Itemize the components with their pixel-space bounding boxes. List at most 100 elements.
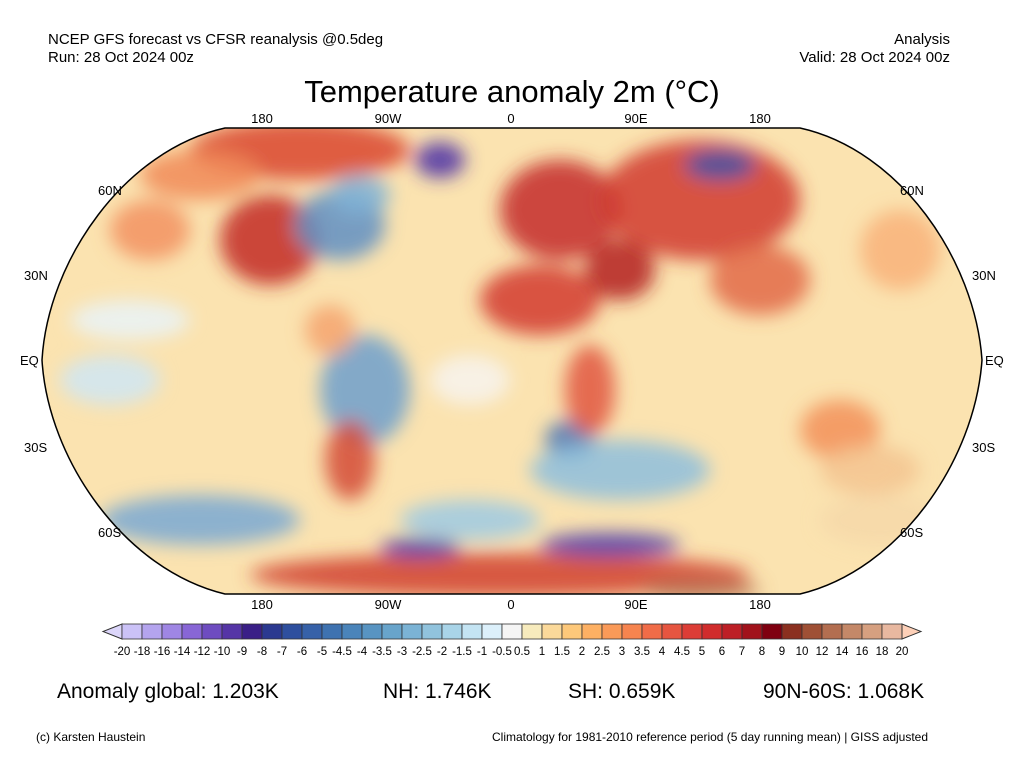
colorbar-tick-label: -9	[236, 646, 248, 658]
lon-label-top: 180	[251, 111, 273, 126]
colorbar-swatch	[721, 623, 743, 640]
colorbar-swatch	[641, 623, 663, 640]
anomaly-region	[500, 160, 620, 260]
colorbar-swatch	[321, 623, 343, 640]
colorbar-tick-label: 0.5	[514, 646, 530, 658]
lon-label-bottom: 90E	[624, 597, 648, 612]
anomaly-region	[860, 210, 940, 290]
colorbar-swatch	[781, 623, 803, 640]
anomaly-region	[430, 355, 510, 405]
lat-label-right: 30S	[972, 440, 996, 455]
colorbar-swatch	[461, 623, 483, 640]
colorbar-tick-label: -16	[153, 646, 171, 658]
lat-label-right: 60N	[900, 183, 924, 198]
lon-label-bottom: 180	[251, 597, 273, 612]
colorbar-tick-label: -1.5	[452, 646, 472, 658]
map-title: Temperature anomaly 2m (°C)	[304, 74, 720, 109]
credit: (c) Karsten Haustein	[36, 730, 146, 744]
colorbar-tick-label: 2	[578, 646, 586, 658]
lat-label-right: 30N	[972, 268, 996, 283]
map-field	[42, 128, 982, 594]
anomaly-region	[60, 355, 160, 405]
colorbar-tick-label: -4.5	[332, 646, 352, 658]
colorbar-swatch	[301, 623, 323, 640]
colorbar-swatch	[201, 623, 223, 640]
colorbar-swatch	[601, 623, 623, 640]
colorbar-tick-label: 14	[835, 646, 849, 658]
colorbar-swatch	[661, 623, 683, 640]
anomaly-region	[305, 305, 355, 355]
colorbar-swatch	[501, 623, 523, 640]
colorbar-tick-label: 12	[815, 646, 829, 658]
lat-label-left: EQ	[20, 353, 39, 368]
colorbar-tick-label: 1.5	[554, 646, 570, 658]
colorbar-tick-label: -18	[133, 646, 151, 658]
anomaly-global: Anomaly global: 1.203K	[57, 680, 279, 703]
colorbar-tick-label: -14	[173, 646, 191, 658]
colorbar-swatch	[361, 623, 383, 640]
anomaly-region	[325, 420, 375, 500]
colorbar-tick-label: -4	[356, 646, 368, 658]
lon-label-top: 180	[749, 111, 771, 126]
colorbar-tick-label: -10	[213, 646, 231, 658]
colorbar-tick-label: 7	[738, 646, 746, 658]
colorbar-swatch	[281, 623, 303, 640]
colorbar-tick-label: 3	[618, 646, 626, 658]
analysis-label: Analysis	[894, 31, 950, 48]
anomaly-region	[380, 538, 460, 558]
anomaly-region	[540, 533, 680, 557]
lon-label-bottom: 180	[749, 597, 771, 612]
anomaly-region	[565, 345, 615, 435]
colorbar-swatch	[381, 623, 403, 640]
colorbar-tick-label: -3	[396, 646, 408, 658]
colorbar-swatch	[541, 623, 563, 640]
colorbar-tick-label: 1	[538, 646, 546, 658]
colorbar-swatch	[561, 623, 583, 640]
colorbar-tick-label: 5	[698, 646, 706, 658]
colorbar-swatch	[821, 623, 843, 640]
colorbar-swatch	[421, 623, 443, 640]
colorbar-tick-label: -3.5	[372, 646, 392, 658]
valid-time: Valid: 28 Oct 2024 00z	[799, 49, 950, 66]
colorbar-under-triangle	[101, 623, 123, 640]
anomaly-region	[330, 175, 390, 215]
lat-label-left: 60S	[98, 525, 122, 540]
colorbar-swatch	[341, 623, 363, 640]
anomaly-region	[415, 142, 465, 178]
colorbar-tick-label: -20	[113, 646, 131, 658]
lat-label-left: 30S	[24, 440, 48, 455]
colorbar-tick-label: -12	[193, 646, 211, 658]
lat-label-right: 60S	[900, 525, 924, 540]
colorbar-swatch	[161, 623, 183, 640]
colorbar-swatch	[681, 623, 703, 640]
colorbar-swatch	[761, 623, 783, 640]
colorbar-tick-label: 3.5	[634, 646, 650, 658]
colorbar-tick-label: 9	[778, 646, 786, 658]
colorbar-swatch	[481, 623, 503, 640]
anomaly-region	[640, 580, 760, 594]
anomaly-region	[140, 150, 260, 200]
colorbar-swatch	[741, 623, 763, 640]
anomaly-region	[250, 553, 750, 594]
colorbar-tick-label: 4.5	[674, 646, 690, 658]
colorbar-tick-label: 20	[895, 646, 909, 658]
anomaly-region	[110, 200, 190, 260]
lon-label-top: 90W	[374, 111, 402, 126]
colorbar-tick-label: 18	[875, 646, 889, 658]
colorbar-tick-label: -5	[316, 646, 328, 658]
colorbar-swatch	[141, 623, 163, 640]
colorbar-tick-label: 16	[855, 646, 869, 658]
anomaly-region	[685, 150, 755, 180]
colorbar-tick-label: -8	[256, 646, 268, 658]
anomaly-region	[585, 240, 655, 300]
colorbar-tick-label: 6	[718, 646, 726, 658]
colorbar-tick-label: -0.5	[492, 646, 512, 658]
colorbar-tick-label: -2	[436, 646, 448, 658]
anomaly-region	[220, 195, 320, 285]
lat-label-left: 30N	[24, 268, 48, 283]
anomaly-region	[530, 440, 710, 500]
map-border	[41, 127, 983, 595]
colorbar-swatch	[581, 623, 603, 640]
anomaly-region	[320, 335, 410, 445]
